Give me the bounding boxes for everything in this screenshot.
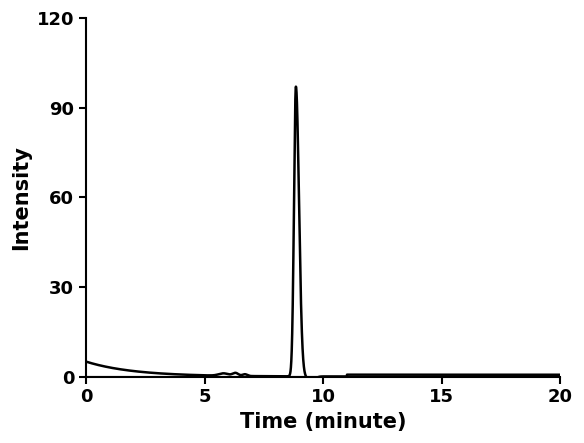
X-axis label: Time (minute): Time (minute) [240,412,406,432]
Y-axis label: Intensity: Intensity [11,145,31,250]
